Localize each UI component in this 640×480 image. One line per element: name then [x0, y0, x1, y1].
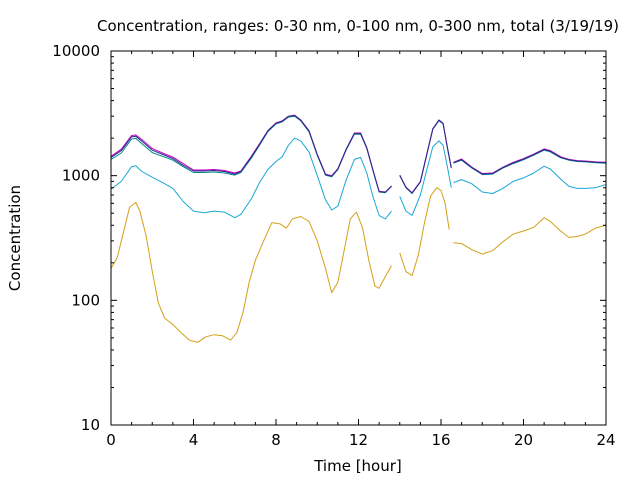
series-line-2: [110, 137, 607, 220]
y-axis-label: Concentration: [6, 185, 24, 291]
series-segment: [110, 115, 392, 194]
x-tick-label: 24: [596, 431, 615, 449]
series-line-5: [110, 115, 607, 194]
y-tick-label: 1000: [62, 167, 100, 185]
ticks-layer: 0 4 8 12 16 20 24 10 100 1000 10000: [52, 42, 615, 449]
series-segment: [399, 187, 450, 277]
series-segment: [110, 137, 392, 220]
series-layer: [110, 114, 607, 343]
series-line-1: [110, 187, 607, 343]
y-tick-label: 100: [71, 291, 100, 309]
plot-frame: [110, 50, 607, 426]
x-tick-label: 4: [189, 431, 199, 449]
x-axis-label: Time [hour]: [313, 457, 402, 475]
chart-title: Concentration, ranges: 0-30 nm, 0-100 nm…: [97, 17, 619, 35]
y-tick-label: 10000: [52, 42, 100, 60]
series-segment: [453, 217, 607, 255]
series-segment: [110, 115, 392, 193]
x-tick-label: 20: [514, 431, 533, 449]
series-segment: [453, 149, 607, 175]
series-segment: [399, 119, 452, 194]
y-tick-label: 10: [81, 416, 100, 434]
x-tick-label: 8: [271, 431, 281, 449]
x-tick-label: 12: [349, 431, 368, 449]
x-tick-label: 16: [431, 431, 450, 449]
series-segment: [399, 140, 452, 216]
series-segment: [453, 165, 607, 194]
series-segment: [110, 201, 392, 343]
x-tick-label: 0: [106, 431, 116, 449]
